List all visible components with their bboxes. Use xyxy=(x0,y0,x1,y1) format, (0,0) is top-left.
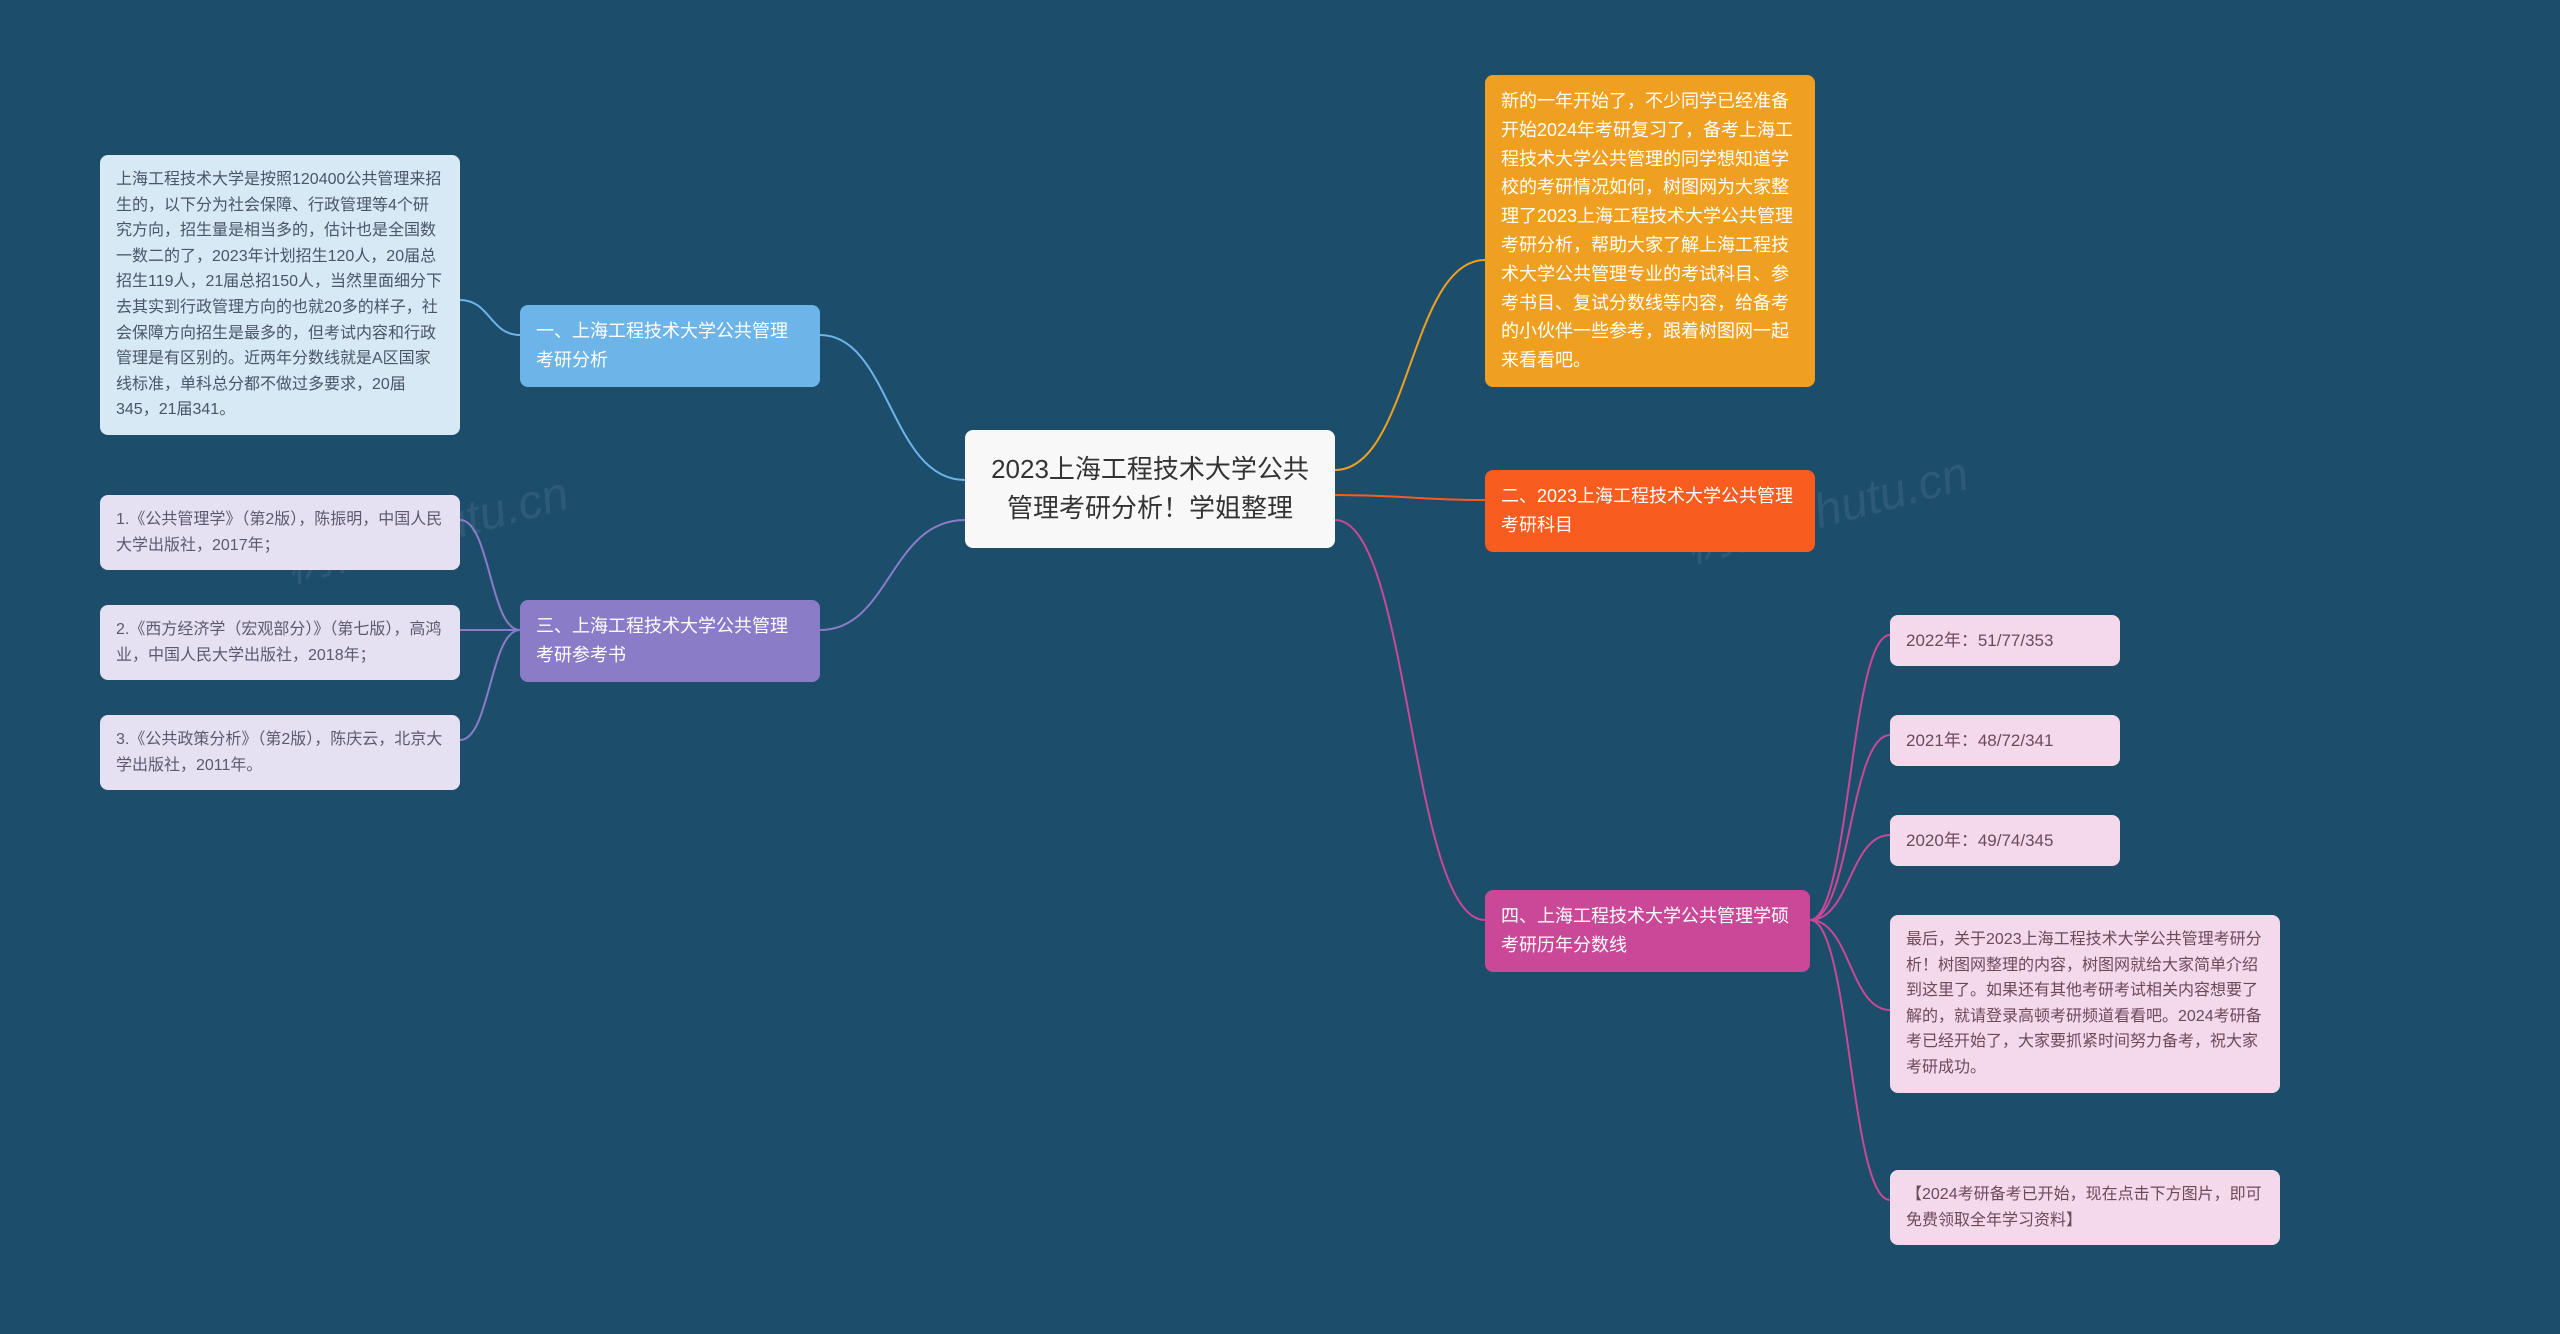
branch-5-leaf-1: 2021年：48/72/341 xyxy=(1890,715,2120,766)
branch-5-leaf-3: 最后，关于2023上海工程技术大学公共管理考研分析！树图网整理的内容，树图网就给… xyxy=(1890,915,2280,1093)
branch-4-leaf-2: 3.《公共政策分析》（第2版），陈庆云，北京大学出版社，2011年。 xyxy=(100,715,460,790)
branch-node-5: 四、上海工程技术大学公共管理学硕考研历年分数线 xyxy=(1485,890,1810,972)
branch-node-2: 新的一年开始了，不少同学已经准备开始2024年考研复习了，备考上海工程技术大学公… xyxy=(1485,75,1815,387)
branch-node-1: 一、上海工程技术大学公共管理考研分析 xyxy=(520,305,820,387)
branch-4-leaf-1: 2.《西方经济学（宏观部分）》（第七版），高鸿业，中国人民大学出版社，2018年… xyxy=(100,605,460,680)
branch-node-4: 三、上海工程技术大学公共管理考研参考书 xyxy=(520,600,820,682)
branch-1-leaf-0: 上海工程技术大学是按照120400公共管理来招生的，以下分为社会保障、行政管理等… xyxy=(100,155,460,435)
branch-4-leaf-0: 1.《公共管理学》（第2版），陈振明，中国人民大学出版社，2017年； xyxy=(100,495,460,570)
branch-5-leaf-2: 2020年：49/74/345 xyxy=(1890,815,2120,866)
branch-5-leaf-4: 【2024考研备考已开始，现在点击下方图片，即可免费领取全年学习资料】 xyxy=(1890,1170,2280,1245)
branch-5-leaf-0: 2022年：51/77/353 xyxy=(1890,615,2120,666)
branch-node-3: 二、2023上海工程技术大学公共管理考研科目 xyxy=(1485,470,1815,552)
center-node: 2023上海工程技术大学公共管理考研分析！学姐整理 xyxy=(965,430,1335,548)
